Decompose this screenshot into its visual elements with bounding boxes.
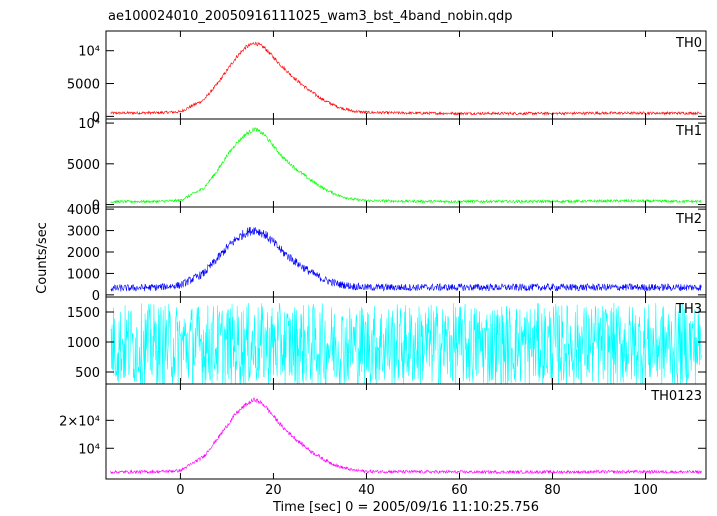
x-tick-label: 20 bbox=[265, 483, 282, 498]
series-line-th0123 bbox=[110, 397, 702, 475]
series-line-th1 bbox=[110, 127, 702, 204]
series-line-th0 bbox=[110, 41, 702, 116]
y-tick-label: 4000 bbox=[67, 203, 100, 218]
y-axis-label: Counts/sec bbox=[35, 222, 50, 294]
series-line-th2 bbox=[110, 226, 702, 292]
y-tick-label: 10⁴ bbox=[78, 442, 100, 457]
y-tick-label: 3000 bbox=[67, 225, 100, 240]
y-tick-label: 0 bbox=[92, 199, 100, 214]
panel-label-th1: TH1 bbox=[675, 124, 702, 139]
y-tick-label: 5000 bbox=[67, 78, 100, 93]
y-tick-label: 2×10⁴ bbox=[59, 414, 100, 429]
panel-frame bbox=[105, 206, 707, 298]
y-tick-label: 1000 bbox=[67, 267, 100, 282]
y-tick-label: 2000 bbox=[67, 246, 100, 261]
panel-label-th0123: TH0123 bbox=[650, 389, 702, 404]
y-tick-label: 500 bbox=[75, 366, 100, 381]
panel-th1: 0 5000 10⁴ TH1 bbox=[67, 117, 707, 214]
x-axis-label: Time [sec] 0 = 2005/09/16 11:10:25.756 bbox=[272, 500, 539, 515]
y-tick-label: 1500 bbox=[67, 306, 100, 321]
panel-frame bbox=[105, 30, 707, 120]
y-tick-label: 1000 bbox=[67, 336, 100, 351]
panel-label-th2: TH2 bbox=[675, 212, 702, 227]
x-tick-label: 100 bbox=[633, 483, 658, 498]
panel-th0: 0 5000 10⁴ TH0 bbox=[67, 30, 707, 125]
y-tick-label: 10⁴ bbox=[78, 45, 100, 60]
series-line-th3 bbox=[110, 303, 702, 384]
panel-th3: 500 1000 1500 TH3 bbox=[67, 296, 707, 385]
x-tick-label: 40 bbox=[358, 483, 375, 498]
panel-th2: 0 1000 2000 3000 4000 TH2 bbox=[67, 203, 707, 304]
x-tick-label: 80 bbox=[544, 483, 561, 498]
panel-label-th0: TH0 bbox=[675, 36, 702, 51]
x-tick-label: 0 bbox=[176, 483, 184, 498]
y-tick-label: 10⁴ bbox=[78, 117, 100, 132]
x-tick-label: 60 bbox=[451, 483, 468, 498]
panel-frame bbox=[105, 118, 707, 208]
y-tick-label: 0 bbox=[92, 289, 100, 304]
panel-label-th3: TH3 bbox=[675, 302, 702, 317]
panel-frame bbox=[105, 383, 707, 480]
panel-th0123: 10⁴ 2×10⁴ TH0123 bbox=[59, 383, 707, 480]
chart-title: ae100024010_20050916111025_wam3_bst_4ban… bbox=[108, 9, 513, 24]
y-tick-label: 0 bbox=[92, 110, 100, 125]
y-tick-label: 5000 bbox=[67, 158, 100, 173]
